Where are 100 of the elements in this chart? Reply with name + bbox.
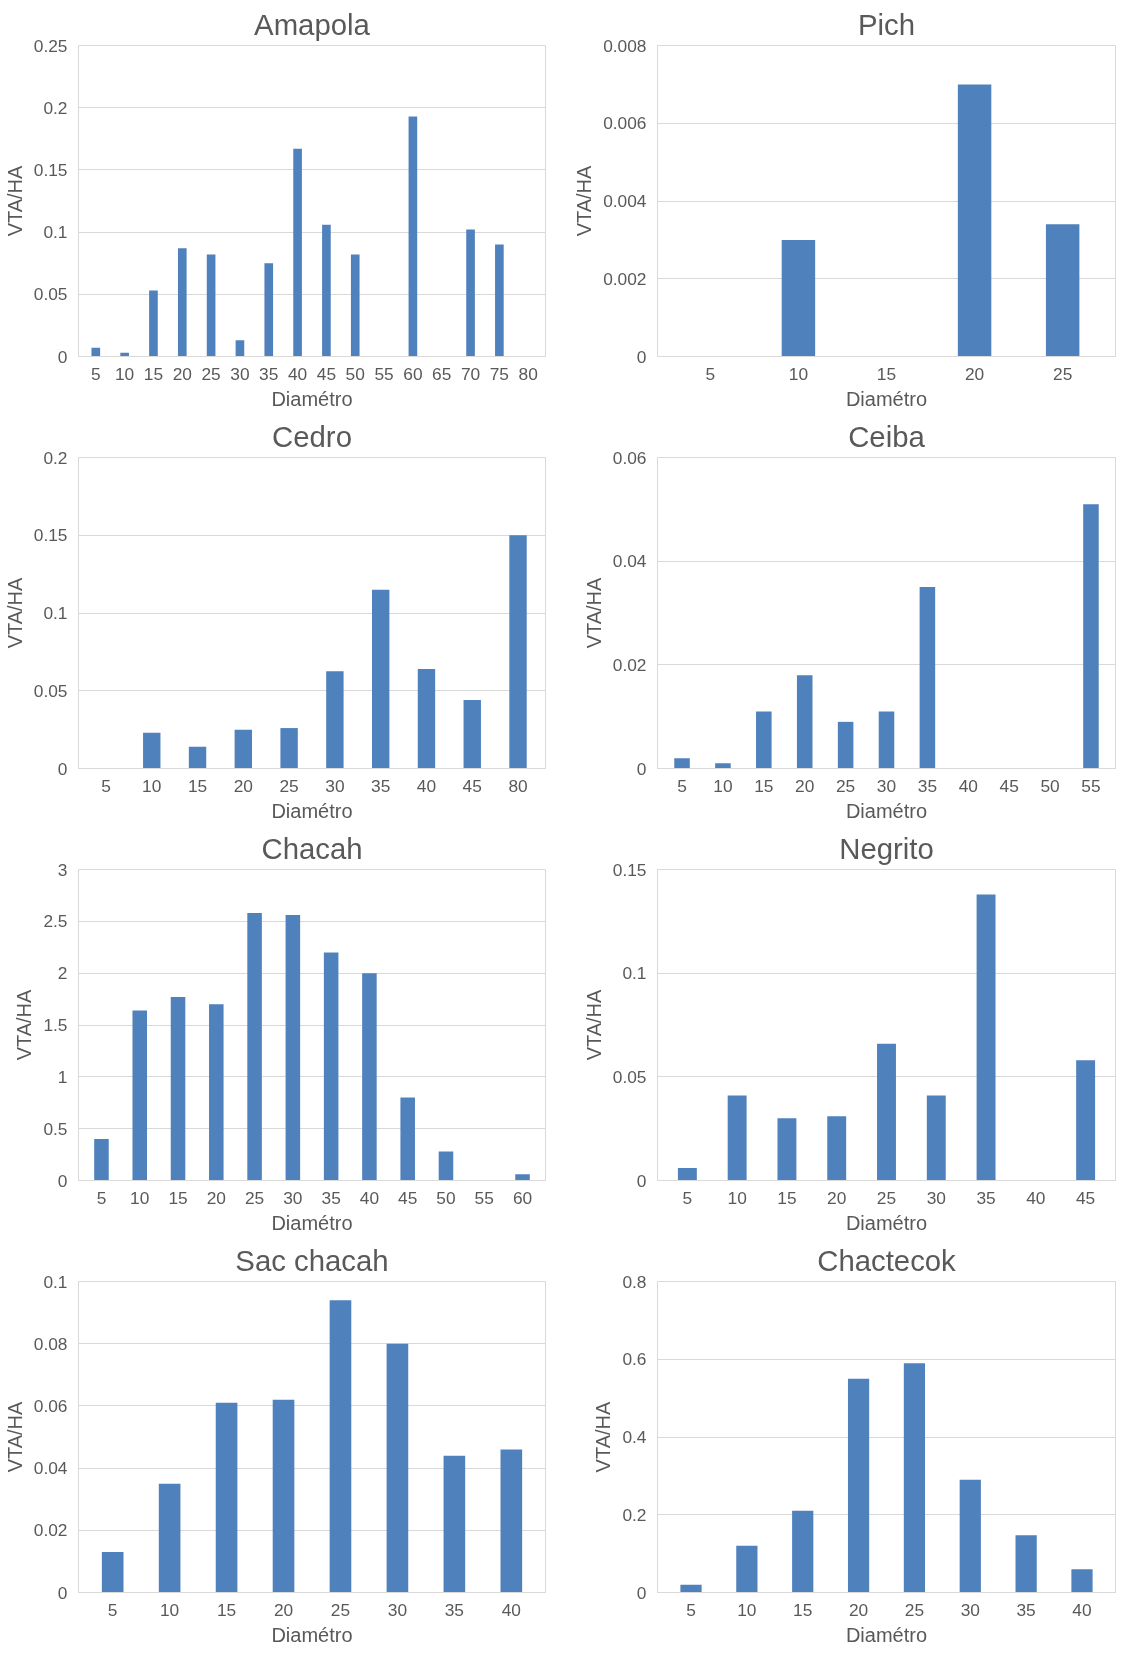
x-tick-label: 10: [727, 1187, 747, 1208]
x-axis-title: Diamétro: [271, 1211, 353, 1234]
x-tick-label: 10: [130, 1187, 150, 1208]
y-tick-label: 0.1: [43, 222, 68, 243]
x-tick-label: 35: [976, 1187, 996, 1208]
x-tick-label: 40: [958, 775, 978, 796]
x-tick-label: 20: [964, 363, 985, 384]
y-tick-label: 0.15: [612, 859, 647, 880]
x-tick-label: 55: [1081, 775, 1101, 796]
x-tick-label: 35: [1016, 1599, 1036, 1620]
x-axis-title: Diamétro: [845, 799, 928, 822]
y-axis-title: VTA/HA: [3, 576, 26, 649]
x-tick-label: 20: [827, 1187, 847, 1208]
x-tick-label: 80: [518, 363, 538, 384]
y-tick-label: 0.002: [603, 268, 647, 289]
y-tick-label: 1.5: [43, 1015, 68, 1035]
x-tick-label: 45: [398, 1187, 418, 1208]
x-axis-title: Diamétro: [271, 1623, 353, 1646]
y-tick-label: 0.15: [33, 159, 68, 180]
y-axis-title: VTA/HA: [3, 1400, 26, 1473]
y-tick-label: 0: [636, 346, 647, 367]
chart-title: Chactecok: [817, 1243, 957, 1277]
y-axis-title: VTA/HA: [592, 1400, 615, 1473]
x-tick-label: 15: [143, 363, 164, 384]
x-tick-label: 20: [172, 363, 192, 384]
y-tick-label: 0.02: [612, 654, 647, 675]
y-tick-label: 0.05: [612, 1066, 647, 1087]
chart-title: Negrito: [839, 831, 934, 865]
chart-title: Chacah: [261, 831, 363, 865]
y-tick-label: 0.006: [603, 113, 647, 134]
x-tick-label: 5: [101, 775, 111, 796]
y-tick-label: 0: [57, 758, 68, 779]
x-axis-title: Diamétro: [271, 387, 353, 410]
x-tick-label: 45: [999, 775, 1019, 796]
y-tick-label: 0: [636, 1170, 647, 1191]
x-tick-label: 15: [777, 1187, 797, 1208]
x-tick-label: 40: [416, 775, 437, 796]
x-tick-label: 75: [489, 363, 510, 384]
x-tick-label: 5: [686, 1599, 696, 1620]
y-tick-label: 0.004: [603, 191, 647, 211]
x-tick-label: 25: [876, 1187, 897, 1208]
y-tick-label: 1: [57, 1066, 68, 1087]
y-tick-label: 0: [57, 1582, 68, 1603]
x-tick-label: 65: [432, 363, 452, 384]
x-tick-label: 10: [142, 775, 162, 796]
x-tick-label: 40: [1026, 1187, 1046, 1208]
x-tick-label: 60: [403, 363, 423, 384]
x-tick-label: 20: [848, 1599, 869, 1620]
x-tick-label: 45: [316, 363, 337, 384]
x-tick-label: 35: [259, 363, 279, 384]
x-axis-title: Diamétro: [845, 1623, 928, 1646]
x-tick-label: 5: [705, 363, 716, 384]
y-tick-label: 0.08: [33, 1333, 68, 1354]
x-tick-label: 35: [917, 775, 938, 796]
y-tick-label: 0.04: [33, 1458, 68, 1479]
x-tick-label: 30: [283, 1187, 303, 1208]
y-tick-label: 0: [636, 1582, 647, 1603]
x-tick-label: 40: [501, 1599, 521, 1620]
y-tick-label: 0: [57, 1170, 68, 1191]
x-tick-label: 30: [926, 1187, 946, 1208]
y-tick-label: 0.1: [622, 963, 647, 984]
chart-title: Pich: [857, 7, 916, 41]
y-tick-label: 2: [57, 963, 68, 984]
x-tick-label: 10: [114, 363, 135, 384]
y-tick-label: 0.008: [603, 35, 647, 56]
y-tick-label: 0.06: [33, 1395, 68, 1416]
y-tick-label: 0.1: [43, 603, 68, 623]
x-tick-label: 35: [321, 1187, 341, 1208]
x-tick-label: 45: [1075, 1187, 1096, 1208]
y-tick-label: 0.1: [43, 1271, 68, 1292]
x-tick-label: 15: [216, 1599, 237, 1620]
x-tick-label: 5: [107, 1599, 118, 1620]
x-tick-label: 10: [788, 363, 809, 384]
y-tick-label: 0.02: [33, 1520, 68, 1541]
y-tick-label: 0.05: [33, 284, 68, 305]
x-tick-label: 25: [904, 1599, 925, 1620]
x-tick-label: 80: [508, 775, 528, 796]
y-tick-label: 0.5: [43, 1118, 68, 1139]
x-tick-label: 35: [371, 775, 391, 796]
x-tick-label: 10: [713, 775, 733, 796]
x-tick-label: 40: [287, 363, 308, 384]
x-tick-label: 30: [325, 775, 345, 796]
x-tick-label: 20: [795, 775, 815, 796]
y-axis-title: VTA/HA: [13, 988, 36, 1061]
x-tick-label: 40: [359, 1187, 380, 1208]
y-tick-label: 0.25: [33, 35, 68, 56]
x-tick-label: 25: [1053, 363, 1073, 384]
chart-title: Ceiba: [848, 419, 926, 453]
x-tick-label: 25: [279, 775, 299, 796]
x-tick-label: 55: [374, 363, 394, 384]
y-tick-label: 0.4: [622, 1427, 647, 1447]
x-tick-label: 30: [876, 775, 897, 796]
x-tick-label: 5: [682, 1187, 693, 1208]
y-tick-label: 0.2: [43, 447, 68, 468]
y-axis-title: VTA/HA: [3, 164, 26, 237]
x-tick-label: 35: [444, 1599, 465, 1620]
chart-title: Amapola: [254, 7, 371, 41]
x-tick-label: 50: [436, 1187, 456, 1208]
y-tick-label: 0.15: [33, 525, 68, 546]
x-tick-label: 45: [462, 775, 482, 796]
